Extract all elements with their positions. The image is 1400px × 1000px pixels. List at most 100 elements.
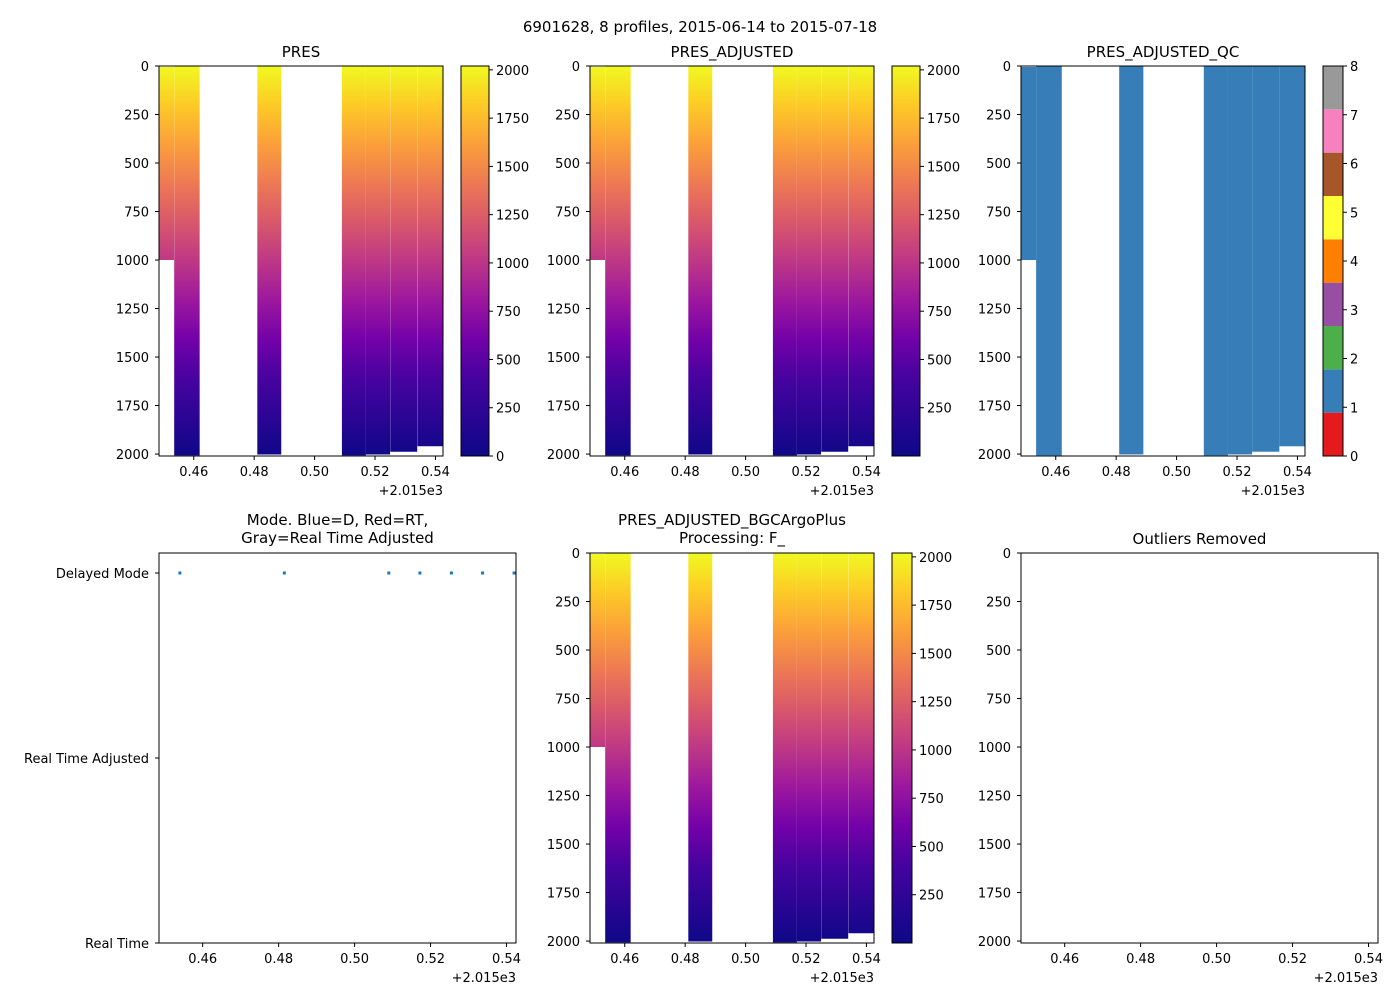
x-offset-label: +2.015e3 [379, 484, 443, 499]
colorbar-tick-label: 3 [1350, 304, 1358, 319]
x-tick-label: 0.46 [610, 465, 639, 480]
x-tick-label: 0.52 [416, 952, 445, 967]
y-tick-label: 250 [986, 109, 1011, 124]
y-tick-label: 1750 [116, 400, 149, 415]
x-tick-label: 0.46 [610, 952, 639, 967]
y-tick-label: 1500 [547, 351, 580, 366]
mode-point [481, 571, 485, 575]
colorbar-tick-label: 1500 [919, 647, 952, 662]
profile-column [796, 553, 822, 942]
x-tick-label: 0.50 [1162, 465, 1191, 480]
axes-frame [158, 552, 517, 944]
y-tick-label: 1750 [547, 887, 580, 902]
x-tick-label: 0.48 [240, 465, 269, 480]
colorbar-tick-label: 2000 [496, 64, 529, 79]
profile-column [1036, 66, 1062, 456]
profile-column [821, 553, 849, 939]
y-tick-label: 500 [986, 157, 1011, 172]
profile-column [174, 66, 200, 456]
y-tick-label: 1000 [547, 254, 580, 269]
panel-pres: PRES 0.46 0.48 0.50 0.52 0.54 +2.015e3 0 250 500 7… [116, 43, 529, 499]
y-tick-label: 2000 [978, 448, 1011, 463]
x-offset-label: +2.015e3 [1314, 971, 1378, 986]
y-tick-label: 0 [1003, 60, 1011, 75]
x-tick-label: 0.46 [188, 952, 217, 967]
profile-column [390, 66, 418, 452]
chart-title: PRES [282, 43, 320, 61]
y-tick-label: 1500 [547, 838, 580, 853]
x-tick-label: 0.54 [852, 465, 881, 480]
x-tick-label: 0.46 [1050, 952, 1079, 967]
profile-column [257, 66, 282, 455]
y-tick-label: 750 [555, 206, 580, 221]
x-tick-label: 0.48 [264, 952, 293, 967]
plot-area [159, 553, 516, 943]
colorbar-tick-label: 250 [919, 889, 944, 904]
x-offset-label: +2.015e3 [452, 971, 516, 986]
y-tick-label: 1250 [978, 790, 1011, 805]
colorbar-frame [891, 65, 921, 457]
y-tick-label: Delayed Mode [56, 567, 149, 582]
colorbar-tick-label: 1500 [927, 160, 960, 175]
colorbar-tick-label: 5 [1350, 206, 1358, 221]
y-tick-label: 1250 [116, 303, 149, 318]
x-tick-label: 0.52 [1223, 465, 1252, 480]
mode-point [512, 571, 516, 575]
colorbar-tick-label: 1250 [496, 209, 529, 224]
colorbar-segment [1323, 412, 1343, 456]
axes-frame [589, 65, 875, 457]
x-tick-label: 0.54 [1354, 952, 1383, 967]
x-tick-label: 0.54 [492, 952, 521, 967]
y-tick-label: 1500 [116, 351, 149, 366]
profile-column [772, 66, 797, 456]
colorbar-gradient [892, 553, 912, 943]
chart-title: Outliers Removed [1133, 530, 1267, 548]
y-tick-label: 2000 [116, 448, 149, 463]
y-tick-label: 1250 [547, 303, 580, 318]
profile-column [1119, 66, 1144, 455]
y-tick-label: 1750 [978, 887, 1011, 902]
x-tick-label: 0.50 [340, 952, 369, 967]
chart-title: Mode. Blue=D, Red=RT, [247, 511, 429, 529]
colorbar-segment [1323, 66, 1343, 110]
colorbar-frame [460, 65, 490, 457]
profile-column [590, 66, 606, 261]
y-tick-label: 500 [124, 157, 149, 172]
y-tick-label: 0 [141, 60, 149, 75]
colorbar-tick-label: 4 [1350, 255, 1358, 270]
x-tick-label: 0.52 [792, 465, 821, 480]
colorbar-tick-label: 1500 [496, 160, 529, 175]
y-tick-label: 500 [986, 644, 1011, 659]
y-tick-label: 1000 [547, 741, 580, 756]
colorbar-segment [1323, 196, 1343, 240]
x-tick-label: 0.48 [671, 952, 700, 967]
x-tick-label: 0.50 [731, 465, 760, 480]
chart-title: PRES_ADJUSTED_BGCArgoPlus [618, 511, 846, 530]
profile-column [341, 66, 366, 456]
profile-column [821, 66, 849, 452]
x-offset-label: +2.015e3 [1241, 484, 1305, 499]
x-tick-label: 0.52 [361, 465, 390, 480]
colorbar-tick-label: 2 [1350, 353, 1358, 368]
y-tick-label: Real Time Adjusted [24, 752, 149, 767]
profile-column [688, 66, 713, 455]
x-tick-label: 0.50 [731, 952, 760, 967]
colorbar-tick-label: 1000 [919, 744, 952, 759]
colorbar-tick-label: 1250 [927, 209, 960, 224]
panel-pres-adjusted-qc: PRES_ADJUSTED_QC 0.46 0.48 0.50 0.52 0.54 +2.0… [978, 43, 1358, 499]
x-tick-label: 0.46 [1041, 465, 1070, 480]
y-tick-label: 1500 [978, 351, 1011, 366]
colorbar-tick-label: 750 [496, 305, 521, 320]
colorbar-frame [891, 552, 913, 944]
y-tick-label: 750 [124, 206, 149, 221]
colorbar-segment [1323, 326, 1343, 370]
colorbar-tick-label: 0 [1350, 450, 1358, 465]
profile-column [1203, 66, 1228, 456]
y-tick-label: 1500 [978, 838, 1011, 853]
colorbar-tick-label: 8 [1350, 60, 1358, 75]
chart-title: PRES_ADJUSTED [671, 43, 794, 62]
y-tick-label: 750 [986, 206, 1011, 221]
y-tick-label: 2000 [547, 448, 580, 463]
profile-column [1252, 66, 1280, 452]
profile-column [417, 66, 443, 447]
